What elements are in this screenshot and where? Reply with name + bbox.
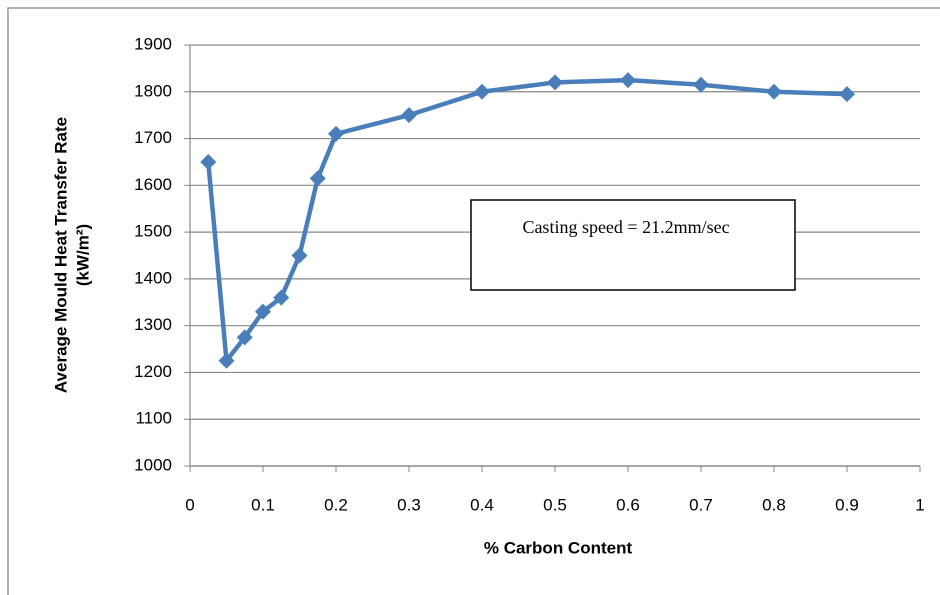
y-tick-label: 1100 [135, 409, 172, 428]
marker [309, 170, 326, 187]
annotation-box [470, 199, 796, 291]
y-tick-label: 1400 [134, 268, 172, 287]
x-tick-label: 0.9 [835, 495, 859, 514]
marker [255, 303, 271, 320]
y-axis-label: Average Mould Heat Transfer Rate [51, 117, 70, 393]
marker [766, 83, 782, 100]
y-tick-label: 1800 [134, 81, 172, 100]
y-tick-label: 1900 [134, 34, 172, 53]
x-tick-label: 0 [185, 495, 194, 514]
x-tick-label: 0.1 [251, 495, 275, 514]
x-tick-label: 1 [915, 495, 924, 514]
marker [547, 74, 563, 91]
chart-frame [7, 7, 940, 595]
x-tick-label: 0.4 [470, 495, 494, 514]
marker [273, 289, 290, 306]
marker [328, 125, 344, 142]
marker [236, 329, 253, 346]
y-tick-label: 1300 [134, 315, 172, 334]
x-axis-label: % Carbon Content [484, 538, 633, 557]
annotation: Casting speed = 21.2mm/sec [522, 217, 729, 237]
marker [218, 352, 235, 369]
marker [401, 107, 417, 124]
x-tick-label: 0.8 [762, 495, 786, 514]
marker [200, 153, 217, 170]
x-tick-label: 0.3 [397, 495, 421, 514]
y-tick-label: 1200 [134, 362, 172, 381]
marker [291, 247, 308, 264]
x-tick-label: 0.5 [543, 495, 567, 514]
x-tick-label: 0.2 [324, 495, 348, 514]
x-tick-label: 0.7 [689, 495, 713, 514]
y-axis-label: (kW/m²) [73, 224, 92, 286]
y-tick-label: 1600 [134, 175, 172, 194]
x-tick-label: 0.6 [616, 495, 640, 514]
marker [839, 86, 855, 103]
marker [474, 83, 490, 100]
y-tick-label: 1700 [134, 128, 172, 147]
y-tick-label: 1500 [134, 222, 172, 241]
y-tick-label: 1000 [134, 455, 172, 474]
plot-area: 1000 1100 1200 1300 1400 1500 1600 1700 1800 1900… [134, 34, 925, 514]
marker [620, 72, 636, 89]
marker [693, 76, 709, 93]
